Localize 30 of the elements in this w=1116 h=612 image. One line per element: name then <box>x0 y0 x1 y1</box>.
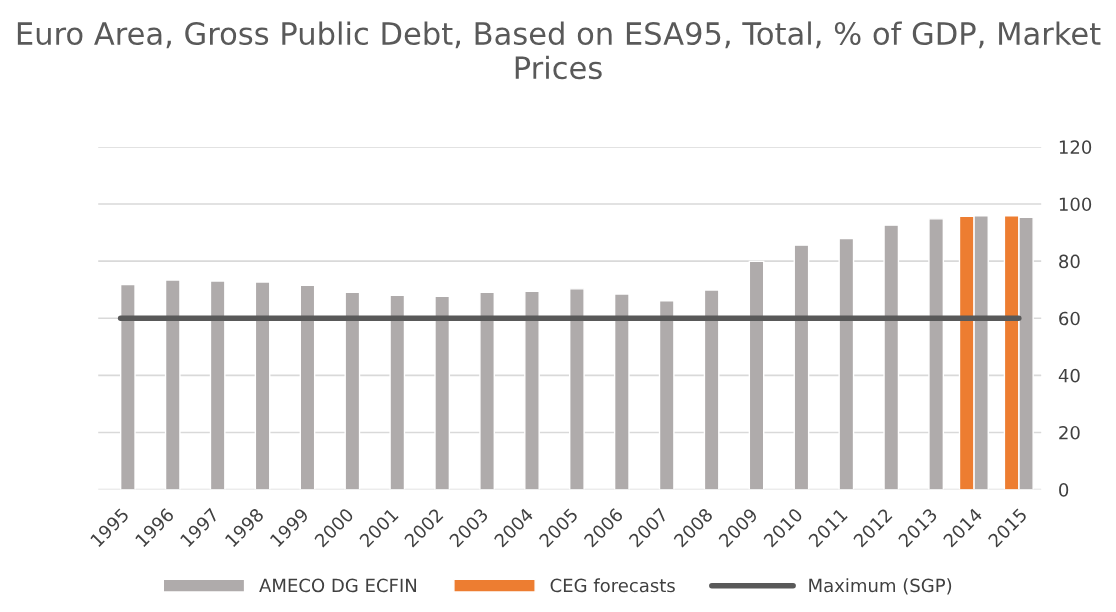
chart-title: Euro Area, Gross Public Debt, Based on ESA95, Total, % of GDP, Market Prices <box>17 21 1101 80</box>
bar <box>703 289 720 490</box>
bar <box>748 260 765 490</box>
bar <box>209 280 226 490</box>
y-tick-label: 100 <box>1059 197 1092 212</box>
bar <box>838 237 855 490</box>
y-tick-label: 20 <box>1059 425 1080 440</box>
bar <box>524 290 540 490</box>
y-tick-label: 60 <box>1059 311 1080 326</box>
bar <box>344 291 361 490</box>
bar <box>793 244 810 490</box>
y-tick-label: 120 <box>1059 140 1092 154</box>
bar <box>119 283 136 490</box>
y-tick-label: 80 <box>1059 254 1080 269</box>
legend-label: AMECO DG ECFIN <box>259 578 416 593</box>
bar <box>569 288 585 490</box>
bar <box>254 281 271 490</box>
legend-label: CEG forecasts <box>550 578 675 593</box>
bar <box>389 294 406 490</box>
bar <box>434 295 451 490</box>
y-tick-label: 40 <box>1058 368 1080 383</box>
y-tick-label: 0 <box>1059 483 1069 497</box>
bar <box>658 300 675 490</box>
bar <box>479 291 495 490</box>
bar <box>164 279 181 490</box>
bar <box>299 284 316 490</box>
legend-label: Maximum (SGP) <box>809 578 952 595</box>
bar <box>613 293 630 490</box>
bar <box>928 218 945 490</box>
bar <box>883 224 900 490</box>
